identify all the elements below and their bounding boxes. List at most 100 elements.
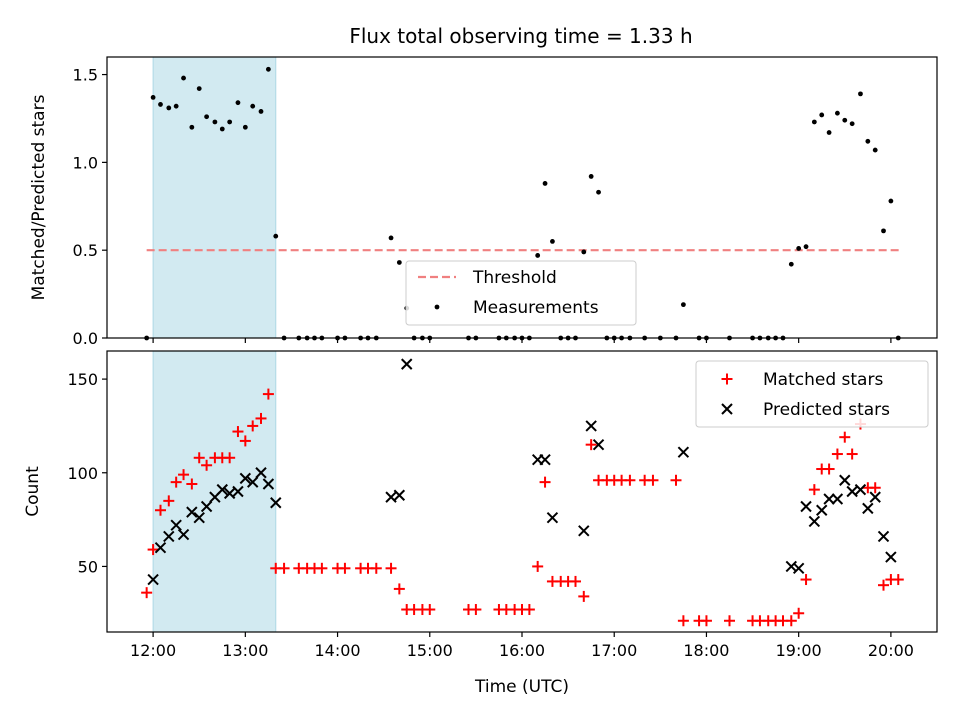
matched-stars-point bbox=[670, 474, 682, 486]
predicted-stars-point bbox=[200, 500, 213, 513]
matched-stars-point bbox=[239, 435, 251, 447]
x-axis-label: Time (UTC) bbox=[474, 677, 569, 697]
predicted-stars-point bbox=[578, 525, 590, 537]
matched-stars-point bbox=[700, 615, 712, 627]
legend-matched-label: Matched stars bbox=[763, 370, 883, 390]
matched-stars-point bbox=[532, 560, 544, 572]
predicted-stars-point bbox=[170, 519, 182, 531]
measurement-point bbox=[849, 121, 855, 127]
measurement-point bbox=[881, 228, 886, 234]
measurement-point bbox=[396, 260, 402, 265]
measurement-point bbox=[242, 124, 248, 130]
matched-stars-point bbox=[878, 579, 890, 591]
matched-stars-point bbox=[831, 448, 843, 460]
predicted-stars-point bbox=[255, 467, 267, 479]
matched-stars-point bbox=[201, 459, 213, 471]
matched-stars-point bbox=[677, 615, 689, 627]
matched-stars-point bbox=[624, 474, 636, 486]
measurement-point bbox=[550, 239, 555, 244]
measurement-point bbox=[204, 114, 210, 120]
legend-top: Threshold Measurements bbox=[405, 260, 637, 326]
matched-stars-point bbox=[578, 590, 590, 602]
matched-stars-point bbox=[793, 607, 805, 619]
matched-stars-point bbox=[523, 604, 535, 616]
matched-stars-point bbox=[278, 562, 290, 574]
predicted-stars-point bbox=[823, 493, 835, 505]
predicted-stars-series bbox=[147, 358, 897, 586]
measurement-point bbox=[258, 109, 264, 114]
matched-stars-point bbox=[247, 420, 259, 432]
measurement-point bbox=[680, 302, 686, 308]
predicted-stars-point bbox=[177, 528, 190, 541]
measurement-point bbox=[273, 233, 279, 239]
legend-box bbox=[695, 360, 929, 428]
predicted-stars-point bbox=[186, 506, 198, 518]
predicted-stars-point bbox=[147, 573, 159, 586]
predicted-stars-point bbox=[539, 453, 551, 466]
measurement-point bbox=[542, 181, 548, 186]
predicted-stars-point bbox=[223, 487, 236, 500]
predicted-stars-point bbox=[677, 446, 690, 458]
matched-stars-point bbox=[823, 463, 835, 475]
measurement-point bbox=[596, 189, 601, 195]
measurement-point bbox=[826, 130, 832, 135]
measurement-point bbox=[796, 246, 802, 251]
matched-stars-point bbox=[585, 439, 597, 451]
y-axis-label: Matched/Predicted stars bbox=[29, 94, 49, 300]
matched-stars-point bbox=[262, 388, 274, 400]
legend-predicted-label: Predicted stars bbox=[763, 400, 890, 420]
observing-span-shade bbox=[152, 56, 277, 339]
measurement-point bbox=[535, 253, 541, 258]
predicted-stars-point bbox=[239, 472, 252, 485]
predicted-stars-point bbox=[885, 551, 897, 563]
measurement-point bbox=[588, 174, 594, 179]
measurement-point bbox=[872, 147, 878, 153]
matched-stars-point bbox=[808, 484, 820, 496]
matched-stars-series bbox=[141, 388, 904, 627]
legend-threshold-label: Threshold bbox=[472, 268, 557, 288]
measurement-point bbox=[150, 94, 156, 100]
legend-bottom: Matched stars Predicted stars bbox=[695, 360, 929, 428]
x-tick-label: 14:00 bbox=[315, 641, 361, 660]
measurement-point bbox=[181, 75, 186, 81]
y-tick-label: 150 bbox=[67, 370, 98, 389]
measurement-point bbox=[811, 119, 817, 125]
matched-stars-point bbox=[193, 452, 205, 464]
x-tick-label: 17:00 bbox=[591, 641, 637, 660]
y-tick-label: 0.0 bbox=[73, 329, 98, 348]
measurement-point bbox=[227, 119, 233, 125]
chart-title: Flux total observing time = 1.33 h bbox=[349, 24, 692, 48]
matched-stars-point bbox=[647, 474, 659, 486]
matched-stars-point bbox=[846, 448, 858, 460]
matched-stars-point bbox=[186, 478, 198, 490]
predicted-stars-point bbox=[393, 489, 406, 501]
measurement-point bbox=[219, 126, 225, 132]
predicted-stars-point bbox=[839, 474, 851, 486]
bottom-panel: 50 100 150 12:00 13:00 14:00 15:00 16:00 17:00 18… bbox=[23, 350, 938, 697]
y-axis-label: Count bbox=[23, 466, 43, 517]
predicted-stars-point bbox=[270, 497, 282, 509]
legend-predicted-swatch bbox=[721, 403, 733, 415]
measurement-point bbox=[189, 124, 195, 130]
matched-stars-point bbox=[178, 469, 190, 481]
predicted-stars-point bbox=[592, 438, 605, 451]
measurement-point bbox=[235, 100, 241, 106]
measurement-point bbox=[803, 244, 809, 250]
x-tick-label: 20:00 bbox=[868, 641, 914, 660]
y-tick-label: 0.5 bbox=[73, 241, 98, 260]
predicted-stars-point bbox=[546, 512, 559, 524]
legend-measurements-label: Measurements bbox=[473, 298, 599, 318]
matched-stars-point bbox=[163, 495, 175, 507]
measurement-point bbox=[581, 249, 587, 255]
measurement-point bbox=[212, 119, 218, 125]
predicted-stars-point bbox=[247, 476, 259, 488]
predicted-stars-point bbox=[401, 358, 413, 370]
predicted-stars-point bbox=[808, 515, 821, 528]
predicted-stars-point bbox=[869, 491, 881, 503]
predicted-stars-point bbox=[216, 483, 228, 496]
y-tick-label: 1.5 bbox=[73, 66, 98, 85]
matched-stars-point bbox=[424, 604, 436, 616]
matched-stars-point bbox=[385, 562, 397, 574]
predicted-stars-point bbox=[792, 562, 805, 575]
